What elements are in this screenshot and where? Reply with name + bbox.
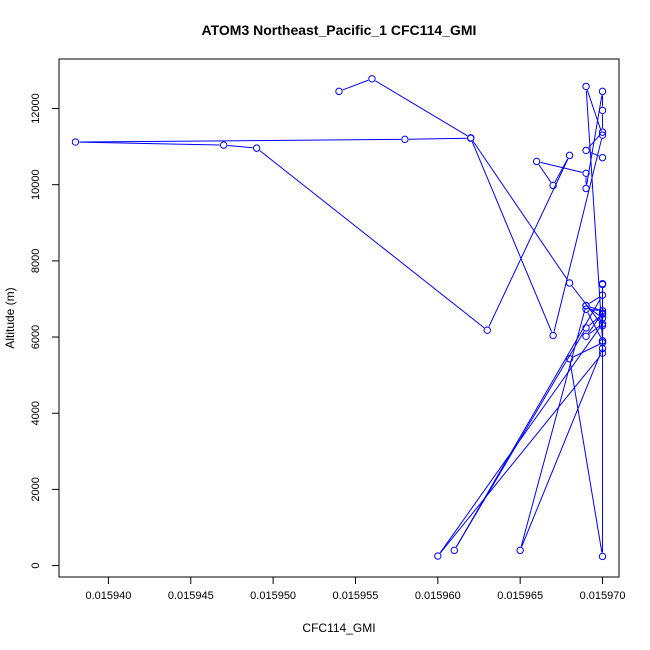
data-point — [598, 339, 607, 347]
series-segment — [79, 141, 220, 146]
data-point — [71, 138, 80, 146]
data-point — [434, 552, 442, 560]
data-point — [598, 307, 607, 315]
series-segment — [589, 296, 600, 304]
data-point — [401, 135, 409, 144]
y-tick-label: 6000 — [30, 325, 42, 349]
data-point — [598, 344, 607, 353]
series-segment — [455, 298, 601, 548]
x-tick-label: 0.015950 — [250, 590, 296, 602]
x-tick-label: 0.015945 — [168, 590, 214, 602]
series-segment — [540, 161, 583, 173]
y-axis: 0 2000 4000 6000 8000 10000 12000 — [30, 93, 60, 569]
x-tick-label: 0.015955 — [333, 590, 379, 602]
data-point — [598, 310, 607, 318]
data-point — [516, 546, 524, 555]
data-point — [335, 87, 343, 96]
data-point — [565, 151, 574, 160]
y-tick-label: 10000 — [30, 169, 42, 200]
x-tick-label: 0.015970 — [580, 590, 626, 602]
data-point — [582, 324, 590, 332]
series-segment — [521, 351, 602, 547]
data-point — [582, 332, 590, 340]
series-segment — [569, 362, 603, 553]
series-line — [79, 79, 604, 554]
series-segment — [79, 138, 401, 143]
series-segment — [538, 164, 552, 183]
data-point — [582, 169, 590, 177]
data-point — [598, 314, 607, 322]
series-segment — [589, 151, 600, 157]
y-axis-label: Altitude (m) — [3, 287, 17, 348]
data-point — [598, 128, 607, 136]
plot-frame — [58, 58, 620, 578]
x-axis-label: CFC114_GMI — [302, 621, 375, 635]
series-segment — [472, 140, 568, 280]
y-tick-label: 0 — [30, 563, 42, 569]
data-point — [532, 157, 541, 166]
series-segment — [342, 79, 369, 91]
x-tick-label: 0.015940 — [85, 590, 131, 602]
series-segment — [588, 316, 600, 326]
data-point — [598, 321, 607, 330]
chart-title: ATOM3 Northeast_Pacific_1 CFC114_GMI — [202, 22, 477, 38]
series-segment — [571, 285, 601, 323]
y-tick-label: 8000 — [30, 249, 42, 273]
data-point — [467, 134, 475, 142]
series-segment — [439, 355, 601, 554]
data-point — [598, 552, 607, 561]
data-point — [252, 144, 261, 152]
data-point — [582, 146, 590, 155]
data-point — [598, 349, 607, 357]
series-segment — [588, 134, 601, 148]
series-segment — [586, 90, 602, 132]
data-point — [220, 141, 228, 149]
data-point — [598, 280, 607, 289]
data-point — [582, 82, 590, 91]
series-segment — [259, 150, 485, 329]
data-point — [598, 337, 607, 345]
x-axis: 0.015940 0.015945 0.015950 0.015955 0.015960… — [85, 576, 626, 602]
x-tick-label: 0.015965 — [497, 590, 543, 602]
data-point — [450, 546, 458, 555]
series-segment — [471, 141, 553, 333]
data-point — [598, 131, 607, 139]
data-point — [598, 291, 607, 299]
data-point — [582, 301, 590, 310]
series-segment — [408, 137, 467, 140]
data-point — [483, 326, 491, 334]
y-tick-label: 2000 — [30, 477, 42, 501]
series-segment — [572, 344, 600, 358]
data-point — [565, 355, 574, 363]
data-point — [549, 181, 557, 190]
data-point — [598, 106, 607, 115]
series-segment — [520, 309, 586, 547]
series-segment — [588, 325, 600, 335]
series-segment — [375, 80, 468, 137]
data-point — [549, 331, 557, 340]
data-point — [582, 184, 590, 193]
data-point — [368, 75, 376, 83]
series-segment — [589, 306, 599, 311]
data-point — [598, 153, 607, 162]
data-point — [598, 320, 607, 328]
data-point — [565, 279, 574, 287]
data-point — [582, 305, 590, 313]
y-tick-label: 12000 — [30, 93, 42, 124]
series-segment — [227, 144, 253, 149]
series-segment — [553, 138, 603, 332]
x-tick-label: 0.015960 — [415, 590, 461, 602]
series-segment — [554, 158, 569, 183]
series-segment — [488, 158, 569, 327]
data-point — [598, 87, 607, 96]
series-points — [71, 75, 607, 561]
y-tick-label: 4000 — [30, 401, 42, 425]
